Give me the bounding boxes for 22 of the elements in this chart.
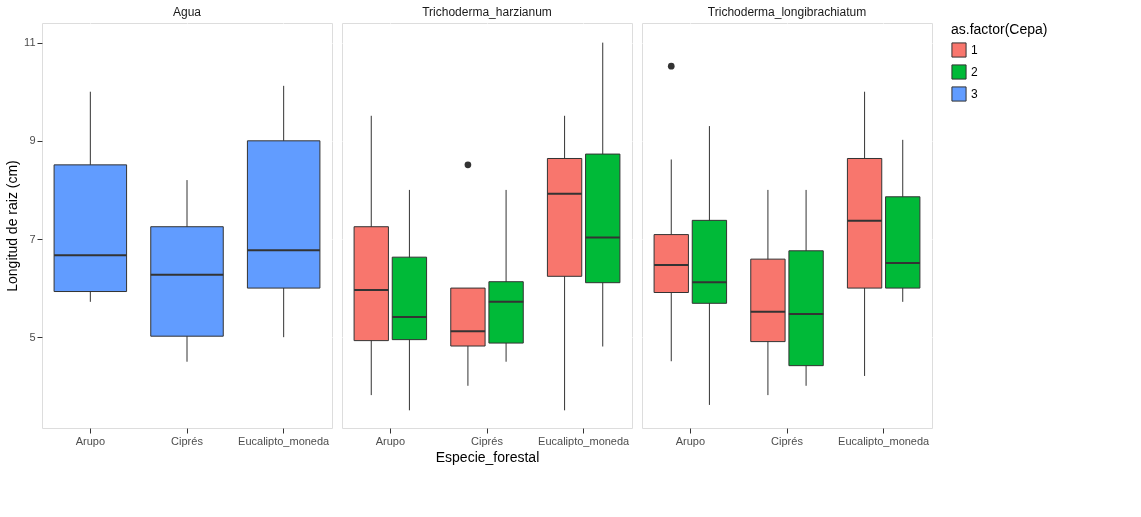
chart-title: Agua: [172, 5, 202, 19]
x-tick-label: Arupo: [375, 434, 406, 447]
x-tick-label: Arupo: [75, 434, 106, 447]
x-tick-label: Ciprés: [471, 434, 504, 447]
y-axis-title: Longitud de raiz (cm): [4, 160, 21, 292]
x-tick-label: Eucalipto_moneda: [538, 434, 631, 447]
legend-title: as.factor(Cepa): [951, 21, 1048, 37]
x-tick-label: Arupo: [675, 434, 706, 447]
y-tick-label: 11: [24, 36, 36, 49]
x-tick-label: Ciprés: [171, 434, 204, 447]
y-tick-label: 7: [29, 232, 36, 245]
legend-label: 3: [971, 87, 978, 101]
x-tick-label: Eucalipto_moneda: [838, 434, 931, 447]
x-tick-label: Ciprés: [771, 434, 804, 447]
x-axis-title: Especie_forestal: [435, 448, 540, 465]
x-tick-label: Eucalipto_moneda: [238, 434, 331, 447]
y-tick-label: 5: [29, 330, 36, 343]
legend-label: 1: [971, 43, 978, 57]
chart-title: Trichoderma_harzianum: [422, 5, 552, 19]
y-tick-label: 9: [29, 134, 36, 147]
chart-title: Trichoderma_longibrachiatum: [707, 5, 867, 19]
legend-label: 2: [971, 65, 978, 79]
